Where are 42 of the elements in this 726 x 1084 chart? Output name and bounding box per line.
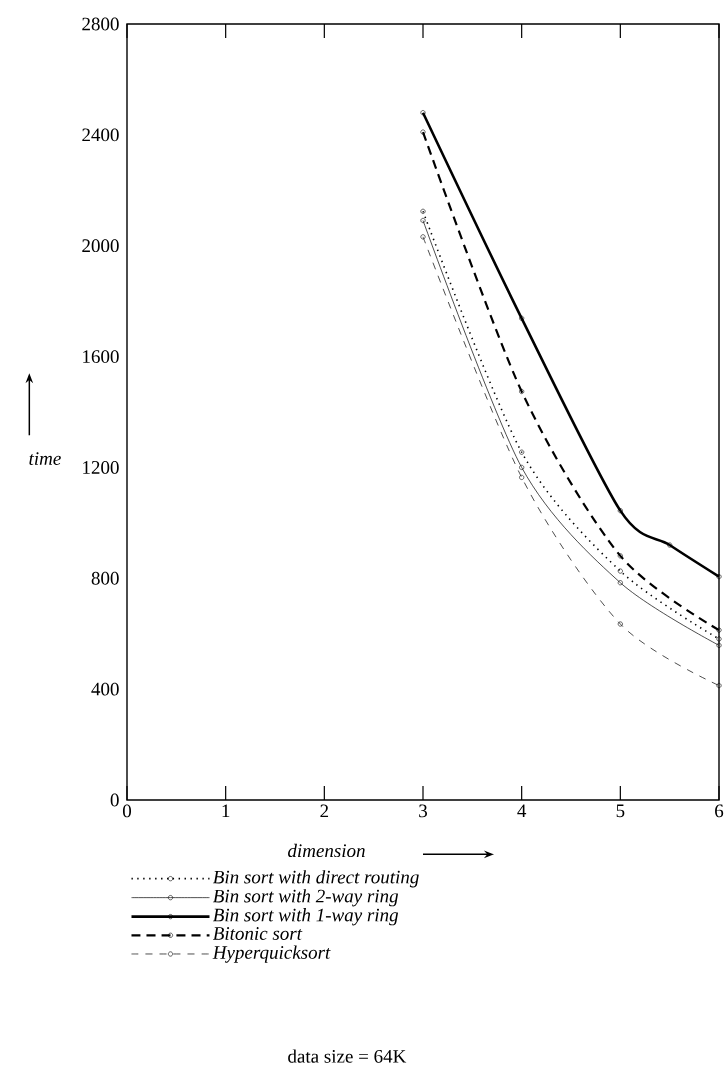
legend-label: Bin sort with 2-way ring bbox=[212, 889, 399, 907]
point bbox=[617, 508, 623, 514]
y-tick-label: 2000 bbox=[82, 239, 119, 253]
point bbox=[519, 464, 525, 470]
point bbox=[519, 474, 525, 480]
y-tick-label: 0 bbox=[110, 793, 119, 807]
legend-label: Bin sort with direct routing bbox=[212, 870, 419, 888]
point bbox=[667, 542, 673, 548]
point bbox=[420, 234, 426, 240]
point bbox=[519, 388, 525, 394]
point bbox=[420, 129, 426, 135]
y-tick-label: 2400 bbox=[82, 128, 119, 142]
point bbox=[617, 621, 623, 627]
point bbox=[617, 568, 623, 574]
point bbox=[716, 627, 722, 633]
y-tick-label: 400 bbox=[91, 682, 119, 696]
point bbox=[617, 580, 623, 586]
legend-label: Bitonic sort bbox=[212, 927, 303, 940]
point bbox=[519, 449, 525, 455]
x-tick-label: 2 bbox=[320, 804, 329, 818]
x-axis-title: dimension bbox=[288, 843, 365, 858]
x-tick-label: 3 bbox=[419, 804, 428, 818]
point bbox=[519, 315, 525, 321]
x-tick-label: 4 bbox=[517, 804, 527, 818]
x-tick-label: 0 bbox=[122, 804, 132, 818]
point bbox=[716, 683, 722, 689]
y-tick-label: 800 bbox=[91, 571, 119, 585]
point bbox=[420, 208, 426, 214]
y-tick-label: 1200 bbox=[83, 461, 119, 474]
point bbox=[420, 110, 426, 116]
y-axis-title: time bbox=[29, 452, 61, 465]
x-tick-label: 6 bbox=[715, 804, 724, 818]
point bbox=[716, 636, 722, 642]
y-tick-label: 2800 bbox=[82, 17, 119, 31]
point bbox=[617, 553, 623, 559]
y-tick-label: 1600 bbox=[83, 350, 119, 363]
legend-label: Hyperquicksort bbox=[212, 945, 331, 963]
x-tick-label: 5 bbox=[616, 804, 625, 818]
point bbox=[716, 574, 722, 580]
legend-label: Bin sort with 1-way ring bbox=[212, 908, 399, 926]
x-tick-label: 1 bbox=[222, 804, 230, 818]
text: data size = 64K bbox=[288, 1049, 407, 1063]
